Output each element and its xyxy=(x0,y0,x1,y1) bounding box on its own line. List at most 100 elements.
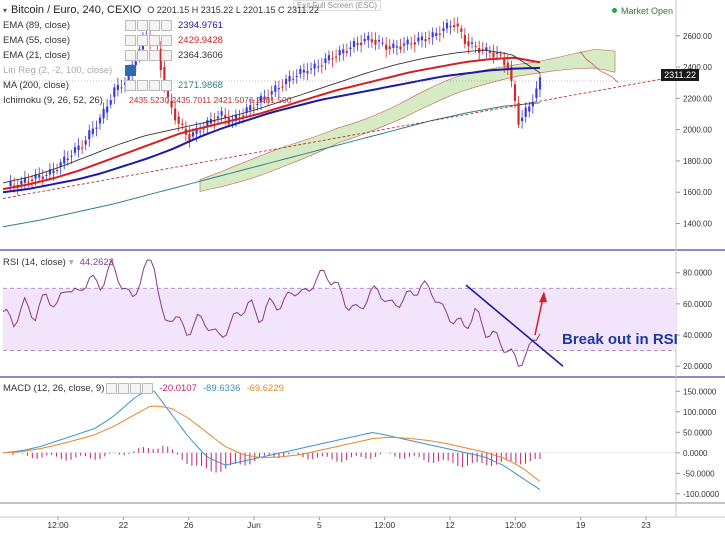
more-icon[interactable] xyxy=(161,20,172,31)
eye-icon[interactable] xyxy=(106,383,118,394)
candle-body xyxy=(395,46,399,48)
menu-chevron-icon[interactable]: ▾ xyxy=(68,257,74,268)
candle-body xyxy=(492,52,495,58)
candle-body xyxy=(174,108,177,121)
rsi-axis-tick-label: 60.0000 xyxy=(683,300,712,309)
price-axis-tick-label: 1600.00 xyxy=(683,188,712,197)
macd-line xyxy=(2,387,541,491)
candle-body xyxy=(41,176,44,180)
macd-legend[interactable]: MACD (12, 26, close, 9) -20.0107 -89.633… xyxy=(3,383,284,394)
settings-icon[interactable] xyxy=(137,35,148,46)
close-icon[interactable] xyxy=(149,50,160,61)
legend-ema55[interactable]: EMA (55, close) 2429.9428 xyxy=(3,35,223,46)
candle-body xyxy=(474,45,477,47)
time-axis-label: 5 xyxy=(317,520,322,530)
price-axis-tick-label: 2200.00 xyxy=(683,94,712,103)
collapse-icon[interactable]: ▾ xyxy=(3,5,8,15)
candle-body xyxy=(438,33,441,35)
candle-body xyxy=(216,116,220,119)
candle-body xyxy=(360,42,363,46)
more-icon[interactable] xyxy=(161,80,172,91)
candle-body xyxy=(367,35,370,41)
candle-body xyxy=(70,155,73,157)
candle-body xyxy=(98,117,102,124)
eye-icon[interactable] xyxy=(125,80,136,91)
close-icon[interactable] xyxy=(130,383,142,394)
candle-body xyxy=(463,34,466,45)
fullscreen-tooltip: Exit Full Screen (ESC) xyxy=(293,0,382,11)
settings-icon[interactable] xyxy=(137,80,148,91)
candle-body xyxy=(188,134,191,141)
candle-body xyxy=(267,97,270,99)
candle-body xyxy=(191,132,195,137)
settings-icon[interactable] xyxy=(118,383,130,394)
legend-ema89[interactable]: EMA (89, close) 2394.9761 xyxy=(3,20,223,31)
eye-icon[interactable] xyxy=(125,50,136,61)
candle-body xyxy=(66,158,69,161)
close-icon[interactable] xyxy=(149,20,160,31)
candle-body xyxy=(485,47,488,51)
candle-body xyxy=(521,117,524,122)
candle-body xyxy=(20,180,23,185)
rsi-legend[interactable]: RSI (14, close) ▾ 44.2623 xyxy=(3,257,114,268)
candle-body xyxy=(331,58,334,60)
candle-body xyxy=(317,66,320,68)
price-axis-tick-label: 2600.00 xyxy=(683,32,712,41)
candle-body xyxy=(320,65,323,67)
price-axis-tick-label: 1400.00 xyxy=(683,220,712,229)
candle-body xyxy=(256,103,259,105)
legend-ema21[interactable]: EMA (21, close) 2364.3606 xyxy=(3,50,223,61)
candle-body xyxy=(199,131,202,133)
settings-icon[interactable] xyxy=(137,50,148,61)
macd-axis-tick-label: 100.0000 xyxy=(683,408,717,417)
legend-ma200[interactable]: MA (200, close) 2171.9868 xyxy=(3,80,223,91)
rsi-band xyxy=(3,288,676,351)
candle-body xyxy=(159,48,162,71)
candle-body xyxy=(23,178,26,183)
candle-body xyxy=(352,40,356,47)
candle-body xyxy=(435,32,438,36)
candle-body xyxy=(302,69,306,73)
macd-axis-tick-label: 50.0000 xyxy=(683,428,712,437)
macd-axis-tick-label: -100.0000 xyxy=(683,490,720,499)
candle-body xyxy=(170,100,173,108)
candle-body xyxy=(513,84,517,101)
candle-body xyxy=(38,174,41,178)
rsi-trendline xyxy=(465,284,564,367)
close-icon[interactable] xyxy=(149,80,160,91)
time-axis-label: 12 xyxy=(445,520,455,530)
close-icon[interactable] xyxy=(149,35,160,46)
eye-icon[interactable] xyxy=(125,65,136,76)
macd-axis-tick-label: 150.0000 xyxy=(683,387,717,396)
candle-body xyxy=(220,111,223,116)
candle-body xyxy=(453,25,456,28)
more-icon[interactable] xyxy=(142,383,154,394)
breakout-arrowhead xyxy=(539,291,547,303)
candle-body xyxy=(88,130,91,140)
candle-body xyxy=(102,108,105,119)
more-icon[interactable] xyxy=(161,50,172,61)
candle-body xyxy=(338,49,341,56)
legend-ichimoku[interactable]: Ichimoku (9, 26, 52, 26) 2435.5230 2435.… xyxy=(3,95,292,106)
candle-body xyxy=(460,28,463,32)
candle-body xyxy=(506,62,509,70)
candle-body xyxy=(134,61,137,66)
candle-body xyxy=(349,47,352,50)
candle-body xyxy=(9,181,12,186)
candle-body xyxy=(335,56,338,58)
more-icon[interactable] xyxy=(161,35,172,46)
eye-icon[interactable] xyxy=(125,20,136,31)
ichimoku-lagging-line xyxy=(579,51,619,83)
candle-body xyxy=(356,43,359,45)
symbol-header: ▾ Bitcoin / Euro, 240, CEXIO O 2201.15 H… xyxy=(3,4,319,16)
candle-body xyxy=(392,43,395,48)
indicator-legend: EMA (89, close) 2394.9761 EMA (55, close… xyxy=(3,18,291,108)
price-axis-tick-label: 1800.00 xyxy=(683,157,712,166)
candle-body xyxy=(377,40,381,42)
candle-body xyxy=(284,78,288,84)
eye-icon[interactable] xyxy=(125,35,136,46)
settings-icon[interactable] xyxy=(137,20,148,31)
legend-linreg[interactable]: Lin Reg (2, -2, 100, close) xyxy=(3,63,291,78)
